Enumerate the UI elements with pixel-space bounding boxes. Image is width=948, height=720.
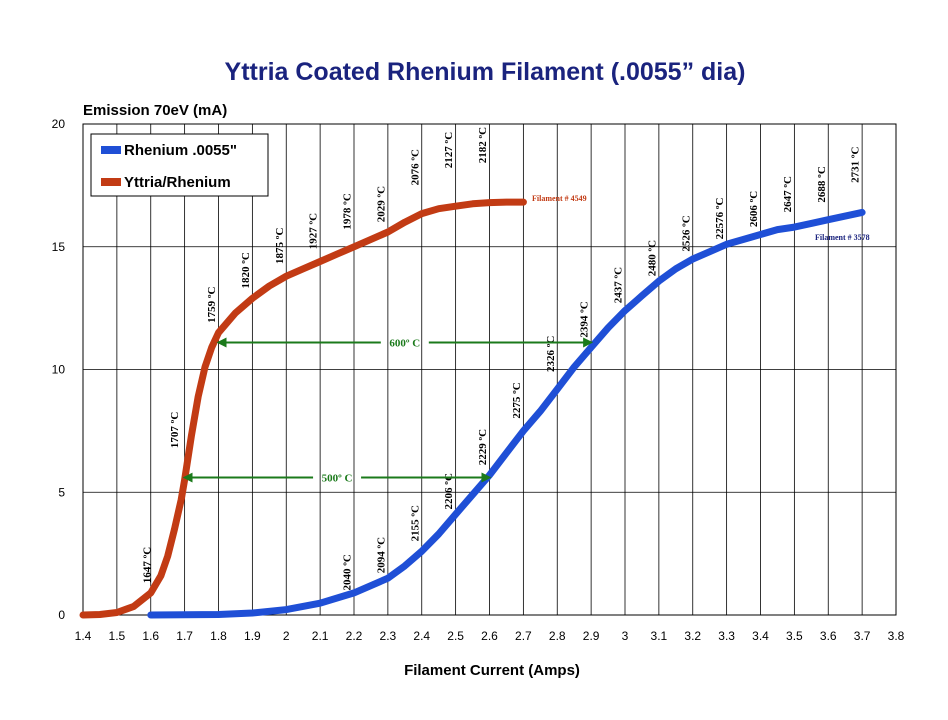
- y-tick-label: 5: [58, 485, 65, 499]
- x-tick-label: 3.5: [786, 629, 803, 643]
- x-tick-label: 2.8: [549, 629, 566, 643]
- legend: Rhenium .0055" Yttria/Rhenium: [90, 133, 269, 197]
- temperature-label: 2155 ºC: [409, 505, 421, 541]
- y-tick-label: 20: [52, 117, 66, 131]
- temperature-label: 2040 ºC: [342, 554, 354, 590]
- x-tick-label: 3.6: [820, 629, 837, 643]
- x-tick-label: 1.4: [75, 629, 92, 643]
- series-line-yttria: [79, 198, 527, 619]
- x-tick-label: 3.4: [752, 629, 769, 643]
- temperature-labels: 1647 ºC 1707 ºC 1759 ºC 1820 ºC 1875 ºC 1927 …: [142, 127, 862, 591]
- temperature-label: 2275 ºC: [511, 382, 523, 418]
- temperature-label: 2437 ºC: [613, 267, 625, 303]
- temperature-label: 2731 ºC: [850, 147, 862, 183]
- temperature-label: 1978 ºC: [342, 193, 354, 229]
- annotation-label: 500º C: [322, 473, 353, 485]
- x-tick-label: 2.6: [481, 629, 498, 643]
- x-tick-label: 2: [283, 629, 290, 643]
- x-tick-label: 2.7: [515, 629, 532, 643]
- temperature-label: 2029 ºC: [375, 186, 387, 222]
- temperature-label: 22576 ºC: [714, 198, 726, 240]
- temperature-label: 1927 ºC: [308, 213, 320, 249]
- legend-label-rhenium: Rhenium .0055": [124, 142, 237, 159]
- temperature-label: 2182 ºC: [477, 127, 489, 163]
- series: [79, 198, 866, 619]
- temperature-label: 2127 ºC: [443, 132, 455, 168]
- y-tick-label: 15: [52, 240, 66, 254]
- annotations: 600º C 500º C: [182, 337, 594, 485]
- x-tick-label: 2.2: [346, 629, 363, 643]
- temperature-label: 1707 ºC: [169, 412, 181, 448]
- x-tick-label: 2.1: [312, 629, 329, 643]
- x-tick-label: 3.7: [854, 629, 871, 643]
- x-tick-label: 3: [622, 629, 629, 643]
- x-tick-label: 2.5: [447, 629, 464, 643]
- x-tick-label: 3.2: [684, 629, 701, 643]
- x-tick-label: 3.1: [651, 629, 668, 643]
- temperature-label: 2394 ºC: [579, 301, 591, 337]
- temperature-label: 1875 ºC: [274, 228, 286, 264]
- temperature-label: 2229 ºC: [477, 429, 489, 465]
- temperature-label: 2094 ºC: [375, 537, 387, 573]
- plot-frame: [82, 123, 897, 616]
- legend-swatch-rhenium: [101, 146, 121, 154]
- x-tick-label: 3.3: [718, 629, 735, 643]
- temperature-label: 2326 ºC: [545, 336, 557, 372]
- series-tag-rhenium: Filament # 3578: [815, 233, 870, 242]
- annotation-label: 600º C: [389, 337, 420, 349]
- y-tick-label: 10: [52, 363, 66, 377]
- series-line-rhenium: [147, 208, 866, 619]
- x-tick-label: 1.6: [142, 629, 159, 643]
- temperature-label: 2688 ºC: [816, 166, 828, 202]
- y-axis-label: Emission 70eV (mA): [83, 102, 227, 119]
- x-tick-label: 3.8: [888, 629, 905, 643]
- temperature-label: 1647 ºC: [142, 547, 154, 583]
- x-axis-label: Filament Current (Amps): [404, 662, 580, 679]
- temperature-label: 2206 ºC: [443, 473, 455, 509]
- x-tick-label: 1.9: [244, 629, 261, 643]
- x-tick-label: 2.3: [380, 629, 397, 643]
- temperature-label: 2606 ºC: [748, 191, 760, 227]
- x-tick-label: 1.7: [176, 629, 193, 643]
- temperature-label: 1820 ºC: [240, 252, 252, 288]
- y-tick-label: 0: [58, 608, 65, 622]
- chart-title: Yttria Coated Rhenium Filament (.0055” d…: [225, 58, 746, 86]
- temperature-label: 2526 ºC: [680, 215, 692, 251]
- x-tick-label: 2.4: [413, 629, 430, 643]
- temperature-label: 2076 ºC: [409, 149, 421, 185]
- x-tick-label: 1.5: [109, 629, 126, 643]
- x-tick-label: 2.9: [583, 629, 600, 643]
- temperature-label: 1759 ºC: [206, 286, 218, 322]
- series-tag-yttria: Filament # 4549: [532, 194, 587, 203]
- legend-label-yttria: Yttria/Rhenium: [124, 174, 231, 191]
- temperature-label: 2647 ºC: [782, 176, 794, 212]
- x-tick-label: 1.8: [210, 629, 227, 643]
- legend-swatch-yttria: [101, 178, 121, 186]
- temperature-label: 2480 ºC: [646, 240, 658, 276]
- tick-labels: 1.4 1.5 1.6 1.7 1.8 1.9 2 2.1 2.2 2.3 2.4 2.5 2.6 2.7…: [52, 117, 905, 643]
